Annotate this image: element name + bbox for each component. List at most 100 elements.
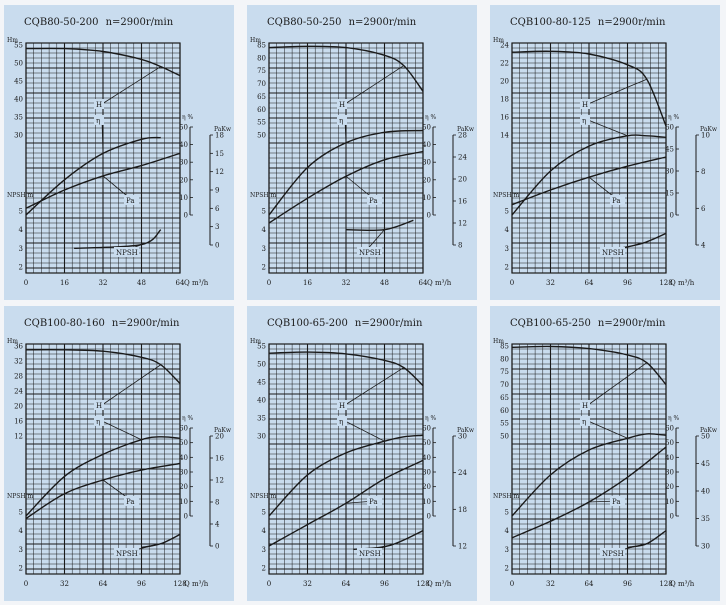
pa-tick-label: 10 bbox=[701, 132, 710, 140]
x-tick-label: 64 bbox=[176, 279, 185, 287]
eta-tick-label: 10 bbox=[422, 498, 431, 506]
efficiency-curve bbox=[511, 433, 667, 517]
npsh-tick-label: 3 bbox=[262, 245, 266, 253]
x-tick-label: 64 bbox=[419, 279, 428, 287]
curve-leader-line bbox=[344, 367, 404, 406]
eta-tick-label: 50 bbox=[422, 439, 431, 447]
eta-axis-label: η % bbox=[425, 114, 437, 121]
pa-tick-label: 30 bbox=[458, 433, 467, 441]
head-tick-label: 50 bbox=[257, 132, 266, 140]
x-axis-label: Q m³/h bbox=[670, 580, 695, 588]
plot-frame bbox=[268, 42, 424, 274]
pump-chart-panel: CQB80-50-250 n=2900r/min 0 16 32 48 64 Q m³/h Hm… bbox=[247, 5, 477, 300]
pa-tick-label: 24 bbox=[458, 469, 467, 477]
chart-speed: n=2900r/min bbox=[598, 318, 666, 329]
curve-label-bg bbox=[124, 195, 139, 205]
efficiency-curve-label: η bbox=[96, 117, 100, 125]
head-tick-label: 30 bbox=[14, 132, 23, 140]
eta-tick-label: 50 bbox=[422, 124, 431, 132]
power-curve-label: Pa bbox=[126, 197, 135, 205]
eta-tick-label: 0 bbox=[427, 212, 431, 220]
npsh-tick-label: 3 bbox=[505, 245, 509, 253]
npsh-curve bbox=[141, 533, 181, 549]
eta-tick-label: 40 bbox=[179, 141, 188, 149]
eta-tick-label: 40 bbox=[422, 141, 431, 149]
npsh-curve-label: NPSH bbox=[359, 550, 381, 558]
npsh-curve bbox=[345, 219, 414, 232]
head-tick-label: 16 bbox=[14, 418, 23, 426]
curve-label-bg bbox=[124, 496, 139, 506]
npsh-axis-label: NPSH m bbox=[493, 493, 520, 500]
curve-label-bg bbox=[114, 548, 139, 558]
pa-tick-label: 24 bbox=[458, 154, 467, 162]
eta-tick-label: 0 bbox=[427, 513, 431, 521]
pa-tick-label: 12 bbox=[215, 168, 224, 176]
pa-axis-label: PaKw bbox=[457, 427, 475, 434]
pa-tick-label: 9 bbox=[215, 187, 219, 195]
eta-tick-label: 30 bbox=[179, 159, 188, 167]
curve-leader-line bbox=[587, 78, 647, 105]
npsh-curve-label: NPSH bbox=[602, 550, 624, 558]
npsh-tick-label: 2 bbox=[505, 264, 509, 272]
npsh-tick-label: 4 bbox=[19, 527, 24, 535]
pa-tick-label: 15 bbox=[215, 150, 224, 158]
x-axis-label: Q m³/h bbox=[670, 279, 695, 287]
eta-tick-label: 60 bbox=[665, 124, 674, 132]
plot-frame bbox=[511, 343, 667, 575]
curve-label-bg bbox=[610, 496, 625, 506]
head-axis-label: Hm bbox=[7, 338, 18, 345]
head-tick-label: 55 bbox=[257, 343, 266, 351]
npsh-curve-label: NPSH bbox=[602, 249, 624, 257]
npsh-tick-label: 3 bbox=[19, 245, 23, 253]
head-tick-label: 14 bbox=[500, 132, 509, 140]
curve-label-bg bbox=[94, 400, 104, 410]
eta-tick-label: 10 bbox=[179, 194, 188, 202]
pa-axis-label: PaKw bbox=[214, 427, 232, 434]
pa-axis-label: PaKw bbox=[214, 126, 232, 133]
curve-label-bg bbox=[580, 99, 590, 109]
curve-label-bg bbox=[367, 195, 382, 205]
head-tick-label: 60 bbox=[500, 407, 509, 415]
npsh-tick-label: 5 bbox=[19, 509, 23, 517]
pa-axis-label: PaKw bbox=[700, 427, 718, 434]
npsh-axis-label: NPSH m bbox=[250, 192, 277, 199]
curve-label-bg bbox=[580, 400, 590, 410]
pa-tick-label: 8 bbox=[215, 499, 219, 507]
npsh-curve bbox=[353, 530, 424, 550]
pa-tick-label: 3 bbox=[215, 223, 219, 231]
x-tick-label: 0 bbox=[24, 580, 28, 588]
curve-label-bg bbox=[600, 247, 625, 257]
head-curve-label: H bbox=[339, 402, 345, 410]
chart-grid bbox=[25, 42, 181, 274]
pa-tick-label: 16 bbox=[215, 455, 224, 463]
head-tick-label: 40 bbox=[257, 397, 266, 405]
curve-leader-line bbox=[101, 66, 161, 105]
power-curve-label: Pa bbox=[126, 498, 135, 506]
plot-frame bbox=[25, 343, 181, 575]
pump-chart-panel: CQB100-80-160 n=2900r/min 0 32 64 96 128 Q m³/h… bbox=[4, 306, 234, 601]
curve-label-bg bbox=[357, 548, 382, 558]
npsh-axis-label: NPSH m bbox=[250, 493, 277, 500]
head-tick-label: 55 bbox=[500, 420, 509, 428]
head-tick-label: 45 bbox=[257, 379, 266, 387]
curve-label-bg bbox=[94, 115, 104, 125]
npsh-tick-label: 3 bbox=[19, 546, 23, 554]
npsh-tick-label: 4 bbox=[262, 226, 267, 234]
x-tick-label: 0 bbox=[267, 279, 271, 287]
x-tick-label: 128 bbox=[173, 580, 186, 588]
head-curve-label: H bbox=[96, 101, 102, 109]
power-curve-label: Pa bbox=[369, 197, 378, 205]
head-curve bbox=[268, 351, 424, 387]
plot-frame bbox=[511, 42, 667, 274]
eta-tick-label: 0 bbox=[670, 513, 674, 521]
x-axis-label: Q m³/h bbox=[427, 279, 452, 287]
eta-tick-label: 0 bbox=[670, 212, 674, 220]
head-tick-label: 50 bbox=[14, 60, 23, 68]
head-tick-label: 35 bbox=[257, 415, 266, 423]
eta-tick-label: 0 bbox=[184, 212, 188, 220]
x-tick-label: 32 bbox=[546, 279, 555, 287]
eta-tick-label: 10 bbox=[665, 498, 674, 506]
pump-chart-panel: CQB100-65-200 n=2900r/min 0 32 64 96 128 Q m³/h… bbox=[247, 306, 477, 601]
head-tick-label: 35 bbox=[14, 114, 23, 122]
